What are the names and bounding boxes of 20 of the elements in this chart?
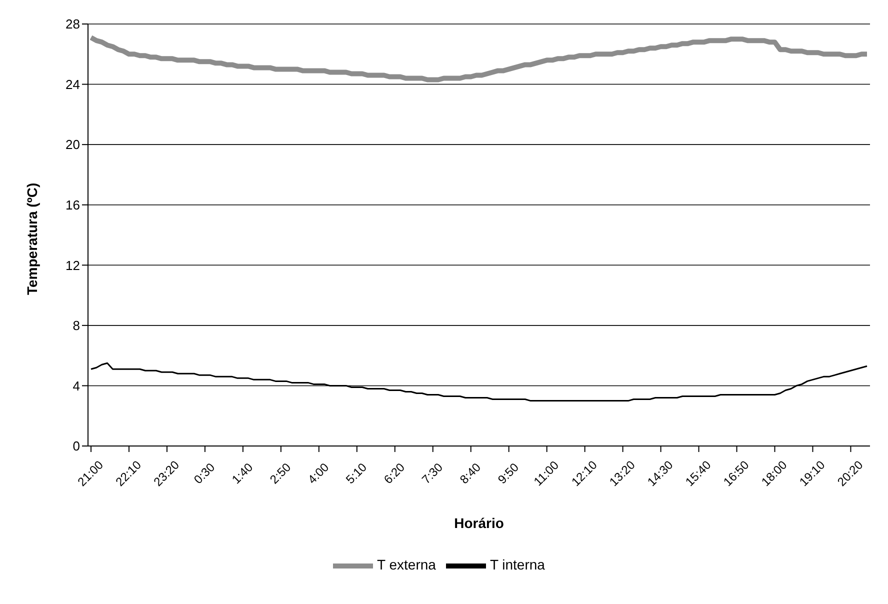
y-tick-label: 28 — [66, 16, 80, 32]
y-tick-label: 8 — [72, 318, 80, 334]
x-tick-label: 6:20 — [381, 460, 408, 487]
legend-label: T interna — [490, 556, 545, 573]
y-tick-label: 12 — [66, 258, 80, 273]
legend-label: T externa — [377, 556, 436, 573]
x-tick-label: 7:30 — [419, 460, 446, 487]
y-tick-label: 16 — [66, 197, 80, 212]
x-tick-label: 4:00 — [305, 460, 332, 487]
x-tick-label: 5:10 — [343, 460, 370, 487]
y-tick-label: 0 — [72, 438, 80, 454]
y-tick-label: 24 — [66, 76, 80, 92]
y-tick-label: 4 — [72, 378, 80, 394]
x-tick-label: 0:30 — [191, 460, 218, 487]
y-axis-title: Temperatura (ºC) — [24, 182, 40, 295]
x-tick-label: 8:40 — [457, 460, 484, 487]
y-tick-label: 20 — [66, 137, 80, 152]
x-tick-label: 9:50 — [495, 460, 522, 487]
line-series — [90, 362, 868, 402]
x-axis-title: Horário — [454, 515, 504, 531]
